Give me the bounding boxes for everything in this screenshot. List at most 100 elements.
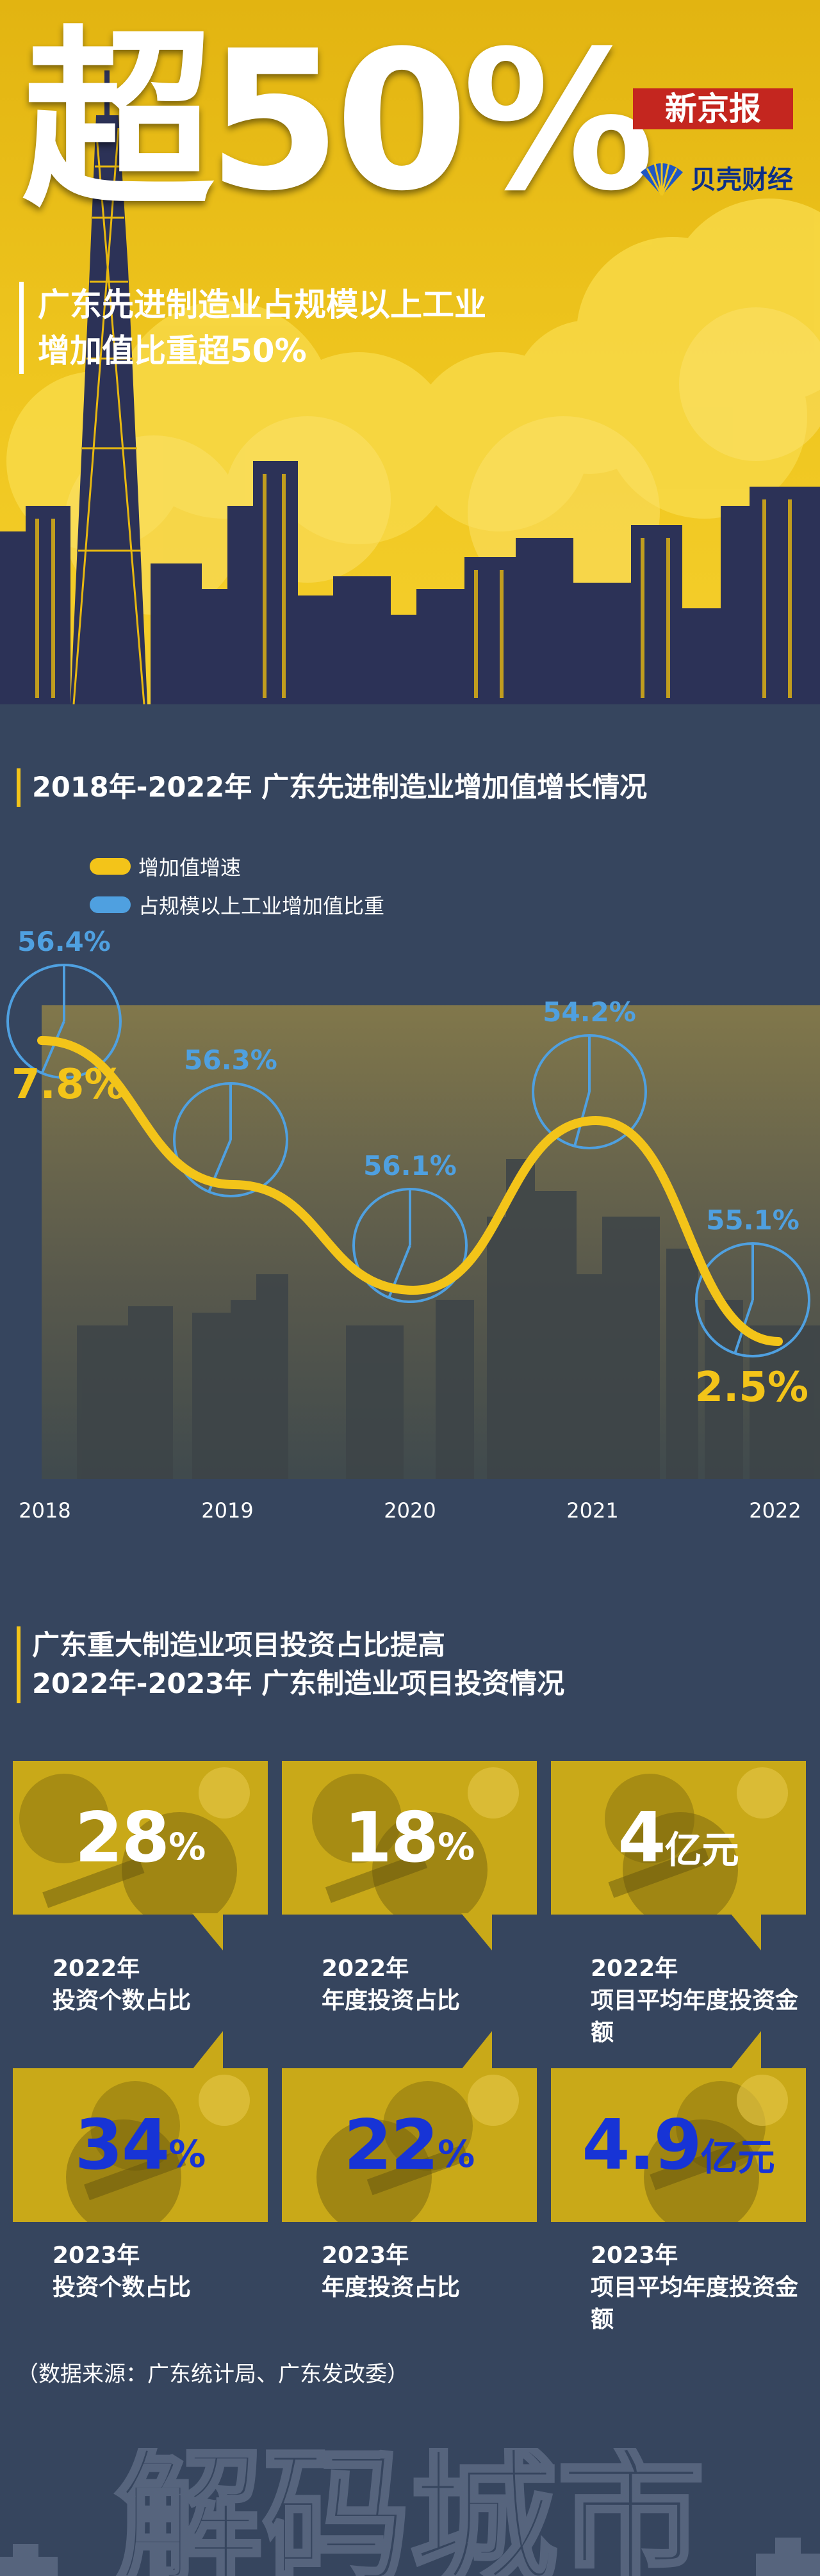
investment-stat-card: 34 % (13, 2068, 268, 2222)
share-value-label: 56.3% (184, 1044, 277, 1076)
card-caption: 2022年 项目平均年度投资金额 (591, 1953, 820, 2049)
card-value-unit: % (168, 2132, 206, 2176)
chart-city-building (577, 1274, 602, 1479)
chart-city-building (346, 1325, 404, 1479)
share-value-label: 56.4% (17, 926, 111, 957)
legend-label: 占规模以上工业增加值比重 (138, 894, 385, 918)
x-axis-tick-label: 2019 (201, 1498, 253, 1523)
card-caption-year: 2023年 (322, 2242, 409, 2269)
card-caption: 2022年 年度投资占比 (322, 1953, 460, 2017)
card-pointer (730, 2031, 761, 2070)
card-caption-label: 年度投资占比 (322, 2274, 461, 2301)
share-circle-needle (40, 1021, 65, 1074)
investment-stat-card: 18 % (282, 1761, 537, 1915)
share-value-label: 54.2% (543, 996, 636, 1028)
card-caption-label: 投资个数占比 (53, 1988, 192, 2014)
card-caption-year: 2022年 (591, 1956, 678, 1982)
card-value: 34 % (13, 2068, 268, 2222)
legend-label: 增加值增速 (138, 855, 242, 880)
x-axis-tick-label: 2022 (749, 1498, 801, 1523)
card-value-unit: 亿元 (700, 2135, 775, 2179)
card-value-unit: % (168, 1825, 206, 1868)
card-caption-year: 2023年 (591, 2242, 678, 2269)
growth-chart: 56.4% 56.3% 56.1% 54.2% 55.1% 7.8% 2.5% 2018 20… (6, 926, 820, 1523)
chart-city-building (256, 1274, 288, 1479)
card-value-number: 4 (618, 1797, 666, 1878)
chart-city-building (750, 1325, 820, 1479)
card-value-number: 34 (74, 2105, 170, 2185)
card-caption-year: 2022年 (53, 1956, 140, 1982)
card-value-unit: 亿元 (664, 1828, 739, 1872)
card-value: 18 % (282, 1761, 537, 1915)
card-caption: 2023年 投资个数占比 (53, 2240, 191, 2304)
beike-logo-text: 贝壳财经 (691, 165, 793, 195)
chart-city-building (128, 1306, 173, 1479)
card-caption-year: 2022年 (322, 1956, 409, 1982)
card-photo-bg (282, 2068, 537, 2222)
chart-city-building (666, 1249, 698, 1479)
legend-swatch-blue (90, 896, 131, 913)
hero-banner: 超50% 新京报 贝壳财经 广东先进制造业占规模以上工业 增加值比重超50% (0, 0, 820, 704)
card-value-number: 28 (74, 1797, 170, 1878)
card-value-unit: % (438, 2132, 475, 2176)
card-photo-bg (551, 2068, 806, 2222)
invest-title-line: 2022年-2023年 广东制造业项目投资情况 (32, 1668, 565, 1700)
card-photo-bg (551, 1761, 806, 1915)
chart-city-building (602, 1217, 660, 1479)
invest-title-line: 广东重大制造业项目投资占比提高 (32, 1630, 445, 1662)
growth-value-label: 2.5% (695, 1364, 809, 1411)
card-pointer (730, 1913, 761, 1950)
investment-stat-card: 28 % (13, 1761, 268, 1915)
card-caption-label: 项目平均年度投资金额 (591, 1988, 799, 2046)
chart-city-building (436, 1300, 474, 1479)
chart-city-building (231, 1300, 256, 1479)
chart-city-building (77, 1325, 128, 1479)
card-value: 22 % (282, 2068, 537, 2222)
legend-swatch-yellow (90, 858, 131, 875)
shell-icon (641, 162, 683, 196)
card-photo-bg (13, 1761, 268, 1915)
card-caption: 2022年 投资个数占比 (53, 1953, 191, 2017)
investment-stat-card: 22 % (282, 2068, 537, 2222)
chart-city-building (506, 1159, 535, 1479)
card-caption-year: 2023年 (53, 2242, 140, 2269)
hero-subtitle-line: 增加值比重超50% (38, 332, 307, 369)
chart-section-title: 2018年-2022年 广东先进制造业增加值增长情况 (17, 768, 647, 807)
card-caption-label: 年度投资占比 (322, 1988, 461, 2014)
card-pointer (461, 2031, 492, 2070)
card-value-number: 18 (343, 1797, 439, 1878)
card-value: 4 亿元 (551, 1761, 806, 1915)
investment-stat-card: 4 亿元 (551, 1761, 806, 1915)
invest-section-title: 广东重大制造业项目投资占比提高 2022年-2023年 广东制造业项目投资情况 (17, 1626, 564, 1703)
card-caption-label: 项目平均年度投资金额 (591, 2274, 799, 2333)
hero-title: 超50% (22, 10, 655, 233)
card-value: 4.9 亿元 (551, 2068, 806, 2222)
x-axis-tick-label: 2020 (384, 1498, 436, 1523)
footer-watermark-text: 解码城市 (115, 2448, 705, 2576)
card-value-number: 4.9 (582, 2105, 701, 2185)
hero-subtitle-line: 广东先进制造业占规模以上工业 (38, 286, 486, 323)
xinjingbao-logo: 新京报 (633, 88, 793, 129)
card-value: 28 % (13, 1761, 268, 1915)
card-photo-bg (13, 2068, 268, 2222)
x-axis-tick-label: 2018 (19, 1498, 70, 1523)
card-pointer (192, 2031, 223, 2070)
card-pointer (461, 1913, 492, 1950)
chart-city-building (192, 1313, 231, 1479)
legend-item-growth: 增加值增速 (90, 852, 241, 881)
card-value-number: 22 (343, 2105, 439, 2185)
legend-item-share: 占规模以上工业增加值比重 (90, 890, 384, 919)
investment-stat-card: 4.9 亿元 (551, 2068, 806, 2222)
card-photo-bg (282, 1761, 537, 1915)
card-caption: 2023年 项目平均年度投资金额 (591, 2240, 820, 2336)
card-caption: 2023年 年度投资占比 (322, 2240, 460, 2304)
growth-value-label: 7.8% (12, 1061, 126, 1108)
beike-logo: 贝壳财经 (638, 155, 793, 200)
x-axis-tick-label: 2021 (566, 1498, 618, 1523)
share-value-label: 56.1% (363, 1150, 457, 1181)
growth-rate-line (37, 1036, 783, 1346)
hero-subtitle: 广东先进制造业占规模以上工业 增加值比重超50% (19, 282, 486, 374)
share-value-label: 55.1% (706, 1204, 800, 1236)
card-value-unit: % (438, 1825, 475, 1868)
